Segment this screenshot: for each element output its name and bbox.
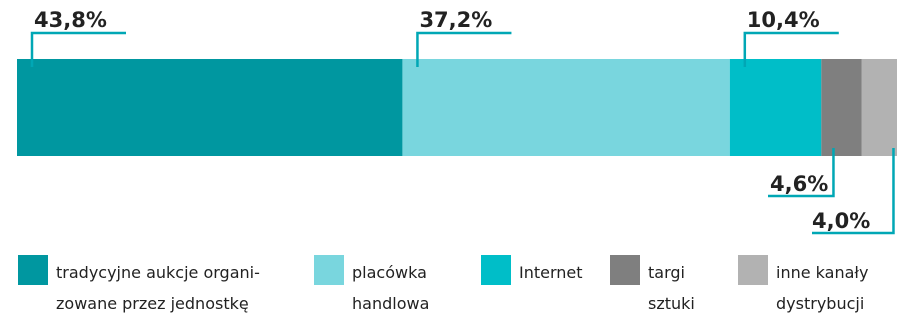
- callout-line-fairs: [768, 148, 835, 198]
- bar-segment-internet: [729, 59, 822, 156]
- legend-label-internet: Internet: [519, 263, 583, 282]
- bar-segment-fairs: [821, 59, 862, 156]
- bar-segment-auctions: [17, 59, 403, 156]
- value-label-auctions: 43,8%: [34, 8, 107, 32]
- value-label-fairs: 4,6%: [770, 172, 828, 196]
- legend-item-fairs: targi sztuki: [610, 255, 695, 319]
- legend-item-auctions: tradycyjne aukcje organi-zowane przez je…: [18, 255, 260, 319]
- legend-item-other: inne kanały dystrybucji: [738, 255, 868, 319]
- legend-swatch-shop: [314, 255, 344, 285]
- callout-line-other: [812, 148, 895, 235]
- value-label-shop: 37,2%: [419, 8, 492, 32]
- legend-label-shop: placówka handlowa: [352, 263, 430, 313]
- stacked-bar-chart: 43,8% 37,2% 10,4% 4,6% 4,0%: [17, 8, 897, 235]
- legend-label-other: inne kanały dystrybucji: [776, 263, 869, 313]
- bar-segment-other: [861, 59, 897, 156]
- callout-line-auctions: [30, 31, 126, 67]
- legend-swatch-other: [738, 255, 768, 285]
- bar-segment-shop: [402, 59, 730, 156]
- legend-swatch-internet: [481, 255, 511, 285]
- legend-swatch-fairs: [610, 255, 640, 285]
- legend-swatch-auctions: [18, 255, 48, 285]
- callout-line-internet: [743, 31, 839, 67]
- callout-line-shop: [416, 31, 512, 67]
- legend-item-internet: Internet: [481, 255, 583, 288]
- value-label-internet: 10,4%: [747, 8, 820, 32]
- legend-label-auctions: tradycyjne aukcje organi-zowane przez je…: [56, 263, 260, 313]
- legend-label-fairs: targi sztuki: [648, 263, 695, 313]
- value-label-other: 4,0%: [812, 209, 870, 233]
- legend-item-shop: placówka handlowa: [314, 255, 429, 319]
